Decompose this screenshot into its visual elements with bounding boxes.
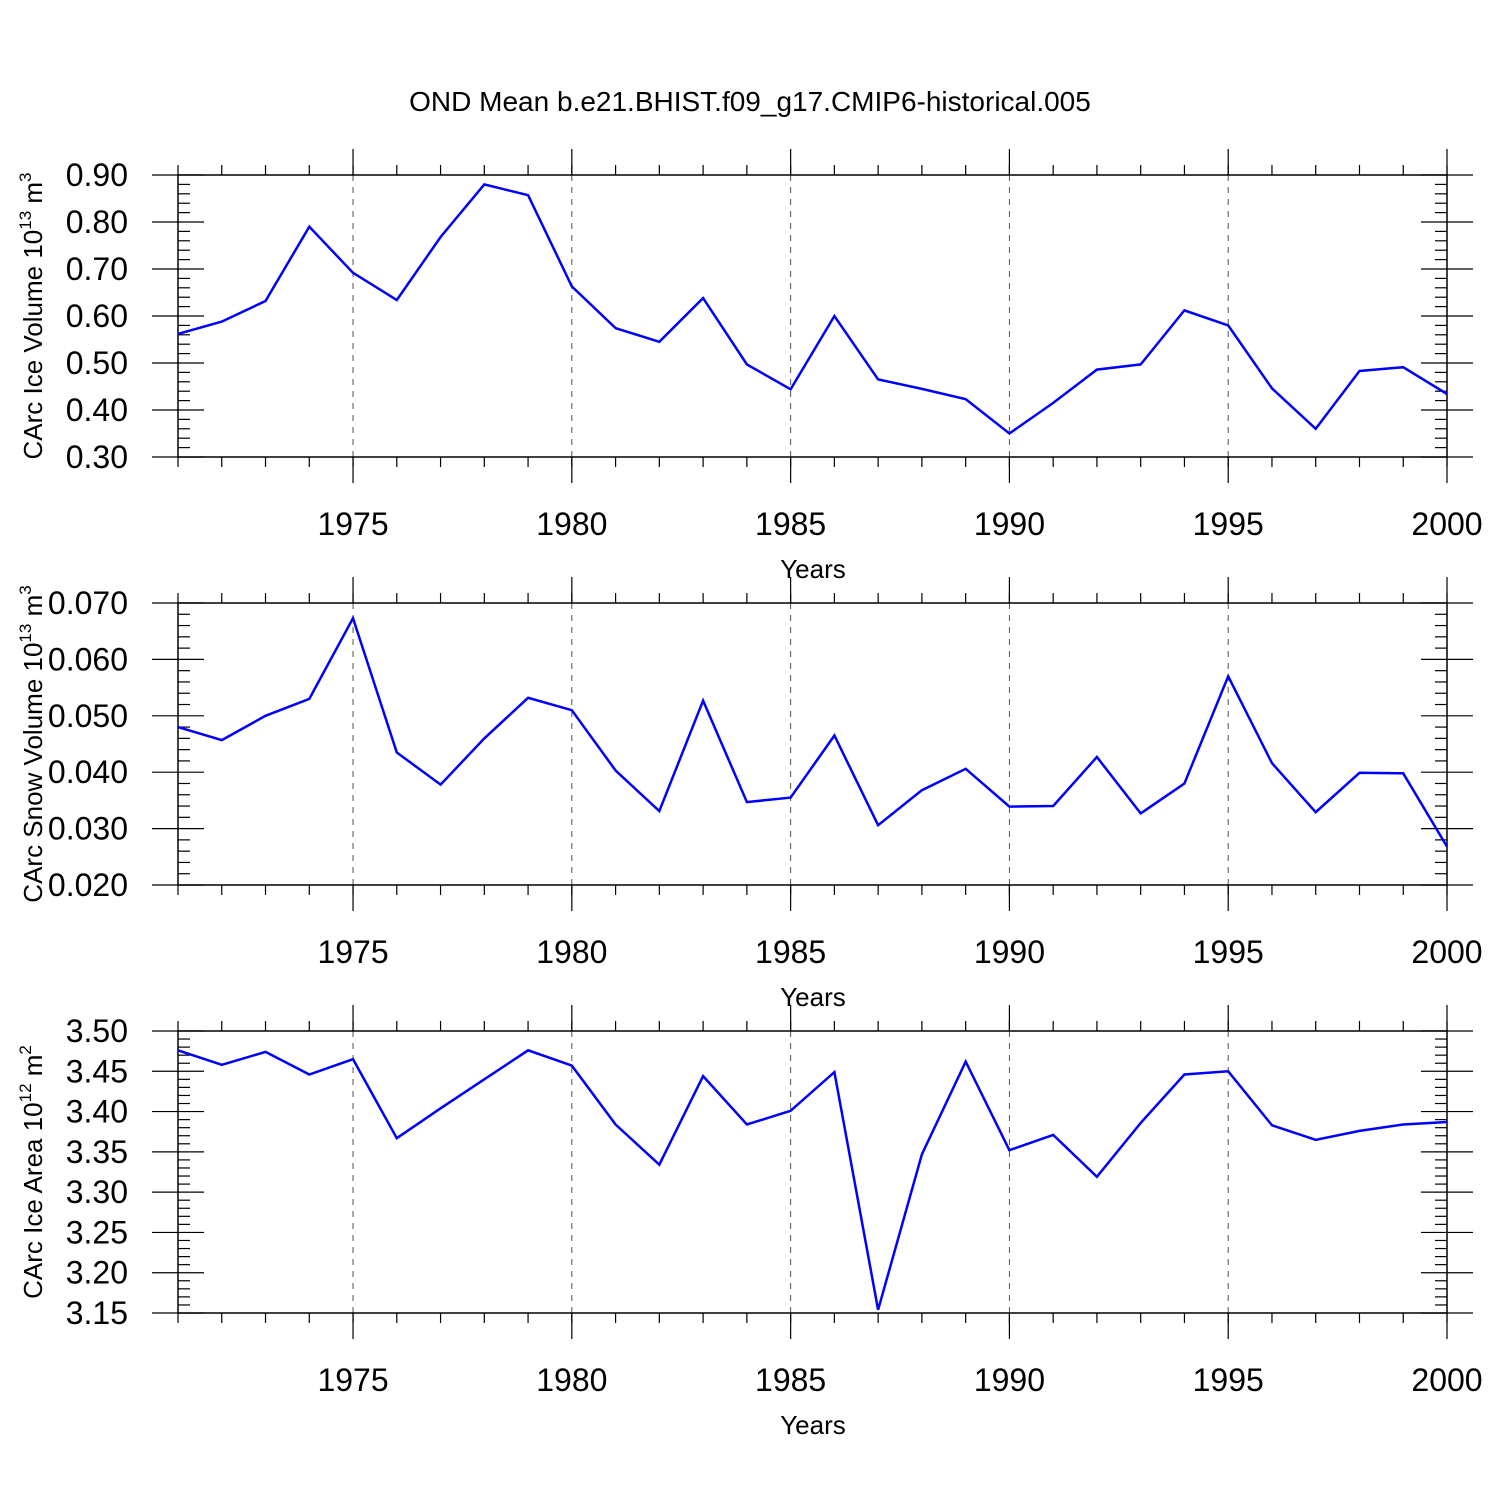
x-tick-label: 1985 bbox=[755, 1362, 826, 1398]
y-axis-label-exponent: 3 bbox=[16, 172, 35, 181]
panel-1: 0.30 0.40 0.50 0.60 0.70 0.80 0.90 1975 1980 1985… bbox=[16, 149, 1483, 584]
x-tick-label: 1990 bbox=[974, 1362, 1045, 1398]
x-tick-label: 1980 bbox=[536, 506, 607, 542]
x-tick-label: 2000 bbox=[1411, 506, 1482, 542]
y-tick-label: 0.070 bbox=[48, 585, 128, 621]
y-tick-label: 3.25 bbox=[66, 1214, 128, 1250]
panel-3: 3.15 3.20 3.25 3.30 3.35 3.40 3.45 3.50 1975 1980… bbox=[16, 1005, 1483, 1440]
x-tick-label: 2000 bbox=[1411, 934, 1482, 970]
x-tick-label: 1995 bbox=[1193, 506, 1264, 542]
y-tick-label: 0.040 bbox=[48, 754, 128, 790]
y-tick-label: 0.050 bbox=[48, 698, 128, 734]
x-tick-label: 2000 bbox=[1411, 1362, 1482, 1398]
y-tick-label: 3.35 bbox=[66, 1134, 128, 1170]
y-axis-label-exponent: 3 bbox=[16, 585, 35, 594]
x-tick-label: 1975 bbox=[317, 934, 388, 970]
y-tick-label: 0.020 bbox=[48, 867, 128, 903]
x-tick-label: 1985 bbox=[755, 506, 826, 542]
series-line bbox=[177, 1048, 1448, 1311]
x-tick-label: 1980 bbox=[536, 1362, 607, 1398]
y-tick-label: 3.50 bbox=[66, 1013, 128, 1049]
x-tick-label: 1990 bbox=[974, 506, 1045, 542]
y-tick-label: 3.30 bbox=[66, 1174, 128, 1210]
y-tick-label: 0.50 bbox=[66, 345, 128, 381]
y-tick-label: 0.060 bbox=[48, 641, 128, 677]
x-axis-label: Years bbox=[780, 1410, 846, 1440]
x-tick-label: 1995 bbox=[1193, 934, 1264, 970]
y-axis-label-exponent: 13 bbox=[16, 624, 35, 643]
panels: 0.30 0.40 0.50 0.60 0.70 0.80 0.90 1975 1980 1985… bbox=[16, 149, 1483, 1440]
y-axis-label-unit: m bbox=[18, 595, 48, 624]
y-axis-label-text: CArc Ice Area 10 bbox=[18, 1102, 48, 1299]
x-tick-label: 1980 bbox=[536, 934, 607, 970]
series-line bbox=[177, 615, 1449, 848]
y-axis-label: CArc Ice Area 1012 m2 bbox=[16, 1045, 48, 1299]
y-tick-label: 0.40 bbox=[66, 392, 128, 428]
y-axis-label-exponent: 2 bbox=[16, 1045, 35, 1054]
y-tick-label: 0.90 bbox=[66, 157, 128, 193]
plot-frame bbox=[177, 1030, 1448, 1314]
x-tick-label: 1990 bbox=[974, 934, 1045, 970]
y-tick-label: 3.15 bbox=[66, 1295, 128, 1331]
series-line bbox=[177, 182, 1448, 436]
y-tick-label: 3.45 bbox=[66, 1053, 128, 1089]
y-tick-label: 0.030 bbox=[48, 811, 128, 847]
x-tick-label: 1975 bbox=[317, 1362, 388, 1398]
y-tick-label: 3.20 bbox=[66, 1255, 128, 1291]
y-tick-label: 3.40 bbox=[66, 1094, 128, 1130]
x-tick-label: 1985 bbox=[755, 934, 826, 970]
x-tick-label: 1975 bbox=[317, 506, 388, 542]
y-tick-label: 0.60 bbox=[66, 298, 128, 334]
y-axis-label-unit: m bbox=[18, 182, 48, 211]
y-axis-label: CArc Ice Volume 1013 m3 bbox=[16, 172, 48, 459]
y-axis-label-unit: m bbox=[18, 1055, 48, 1084]
y-tick-label: 0.80 bbox=[66, 204, 128, 240]
y-axis-label-text: CArc Snow Volume 10 bbox=[18, 643, 48, 903]
y-axis-label-exponent: 12 bbox=[16, 1083, 35, 1102]
plot-frame bbox=[177, 602, 1448, 886]
panel-2: 0.020 0.030 0.040 0.050 0.060 0.070 1975 1980 19… bbox=[16, 577, 1483, 1012]
y-tick-label: 0.70 bbox=[66, 251, 128, 287]
y-axis-label: CArc Snow Volume 1013 m3 bbox=[16, 585, 48, 902]
y-axis-label-exponent: 13 bbox=[16, 211, 35, 230]
y-tick-label: 0.30 bbox=[66, 439, 128, 475]
x-tick-label: 1995 bbox=[1193, 1362, 1264, 1398]
y-axis-label-text: CArc Ice Volume 10 bbox=[18, 230, 48, 460]
chart-title: OND Mean b.e21.BHIST.f09_g17.CMIP6-histo… bbox=[409, 86, 1091, 117]
